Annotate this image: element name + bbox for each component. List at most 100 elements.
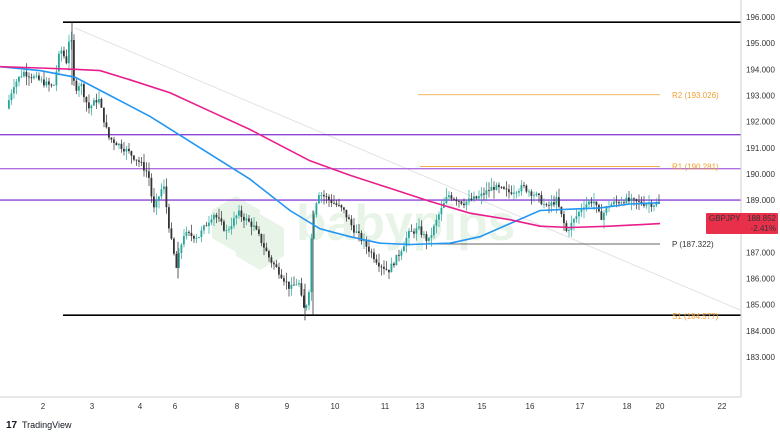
- candle-body: [240, 210, 243, 217]
- candle-body: [295, 284, 298, 286]
- candle-body: [585, 204, 588, 208]
- candle-body: [30, 77, 33, 79]
- candle-body: [203, 225, 205, 231]
- candle-body: [580, 209, 583, 212]
- candle-body: [538, 193, 540, 196]
- candle-body: [83, 84, 85, 98]
- candle-body: [65, 56, 68, 64]
- y-tick-label: 186.000: [746, 275, 775, 284]
- pivot-label-s1: S1 (184.577): [672, 312, 719, 321]
- candle-body: [450, 195, 453, 199]
- candle-body: [303, 295, 305, 308]
- candle-body: [618, 202, 620, 204]
- candle-body: [40, 79, 43, 81]
- candle-body: [635, 199, 638, 202]
- candle-body: [270, 257, 273, 263]
- candle-body: [23, 71, 25, 77]
- candle-body: [400, 251, 403, 256]
- candle-body: [255, 225, 258, 230]
- candle-body: [615, 201, 618, 203]
- candle-body: [613, 201, 615, 205]
- candle-body: [28, 76, 30, 78]
- candle-body: [333, 202, 335, 204]
- candle-body: [325, 196, 328, 198]
- candle-body: [455, 199, 458, 202]
- candle-body: [603, 212, 605, 220]
- candle-body: [488, 190, 490, 192]
- candle-body: [10, 93, 13, 101]
- x-tick-label: 22: [718, 402, 727, 411]
- candle-body: [620, 202, 623, 204]
- x-tick-label: 6: [173, 402, 178, 411]
- candle-body: [475, 196, 478, 199]
- candle-body: [485, 190, 488, 195]
- x-tick-label: 17: [576, 402, 585, 411]
- y-tick-label: 195.000: [746, 39, 775, 48]
- candle-body: [495, 184, 498, 190]
- candle-body: [460, 201, 463, 204]
- candle-body: [55, 71, 58, 86]
- candle-body: [265, 247, 268, 252]
- candle-body: [85, 97, 88, 103]
- candle-body: [373, 252, 375, 260]
- candle-body: [88, 102, 90, 109]
- candle-body: [575, 216, 578, 219]
- candle-body: [263, 243, 265, 248]
- candle-body: [358, 231, 360, 233]
- candle-body: [418, 226, 420, 229]
- y-tick-label: 193.000: [746, 91, 775, 100]
- candle-body: [135, 159, 138, 161]
- candle-body: [20, 76, 23, 78]
- candle-body: [393, 263, 395, 266]
- candle-body: [260, 233, 263, 244]
- tradingview-brand: TradingView: [22, 420, 72, 430]
- candle-body: [185, 231, 188, 236]
- candle-body: [535, 193, 538, 196]
- candle-body: [195, 237, 198, 239]
- candle-body: [578, 211, 580, 217]
- candle-body: [165, 186, 168, 208]
- candle-body: [153, 196, 155, 208]
- candle-body: [173, 238, 175, 254]
- candle-body: [405, 237, 408, 247]
- candle-body: [528, 191, 530, 193]
- candle-body: [113, 139, 115, 143]
- candle-body: [545, 204, 548, 206]
- candle-body: [550, 202, 553, 206]
- candle-body: [420, 226, 423, 235]
- candle-body: [290, 284, 293, 289]
- candle-body: [383, 266, 385, 269]
- candle-body: [330, 199, 333, 203]
- candles: [8, 22, 660, 321]
- candle-body: [453, 198, 455, 200]
- candle-body: [238, 210, 240, 216]
- candle-body: [410, 230, 413, 232]
- candle-body: [230, 226, 233, 230]
- candle-body: [35, 75, 38, 77]
- candle-body: [423, 234, 425, 235]
- candle-body: [368, 246, 370, 252]
- candle-body: [143, 162, 145, 171]
- price-tag[interactable]: GBPJPY 188.852 -2.41%: [706, 213, 778, 234]
- candle-body: [45, 81, 48, 86]
- candle-body: [605, 206, 608, 213]
- candle-body: [385, 268, 388, 270]
- candle-body: [378, 262, 380, 267]
- candle-body: [53, 85, 55, 86]
- moving-average-pink: [0, 65, 661, 229]
- watermark-hex-2: [236, 214, 284, 270]
- tradingview-logo[interactable]: 17 TradingView: [6, 420, 72, 431]
- candle-body: [305, 305, 308, 308]
- x-axis: 2 3 4 6 8 9 10 11 13 15 16 17 18 20 22: [41, 402, 727, 411]
- candle-body: [155, 199, 158, 208]
- candle-body: [283, 278, 285, 282]
- candle-body: [430, 235, 433, 238]
- candle-body: [178, 252, 180, 268]
- candle-body: [148, 171, 150, 178]
- candle-body: [123, 148, 125, 152]
- candle-body: [590, 201, 593, 204]
- candle-body: [250, 221, 253, 227]
- candle-body: [245, 218, 248, 221]
- candle-body: [278, 267, 280, 275]
- candle-body: [610, 204, 613, 207]
